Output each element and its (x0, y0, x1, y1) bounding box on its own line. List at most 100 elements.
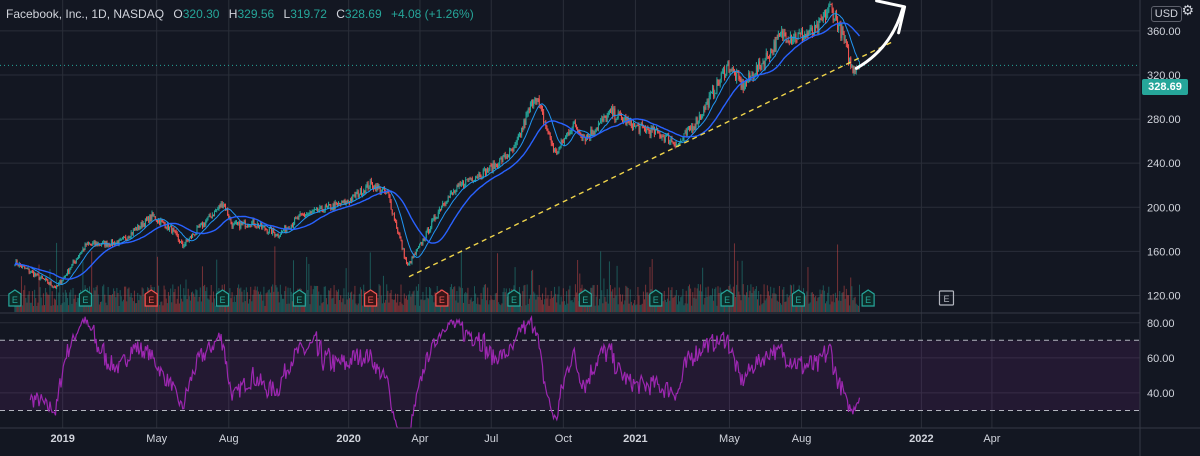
volume-bar (264, 305, 266, 312)
volume-bar (64, 289, 66, 312)
volume-bar (615, 295, 617, 312)
gear-icon[interactable]: ⚙ (1181, 2, 1194, 18)
candle-body (728, 61, 730, 72)
candle-body (751, 73, 753, 76)
candle-body (181, 241, 183, 243)
candle-body (439, 208, 441, 211)
volume-bar (818, 296, 820, 312)
volume-bar (409, 290, 411, 312)
volume-bar (387, 290, 389, 312)
candle-body (356, 191, 358, 194)
candle-body (482, 169, 484, 178)
candle-body (193, 233, 195, 235)
volume-bar (494, 293, 496, 312)
candle-body (650, 127, 652, 136)
candle-body (746, 80, 748, 83)
volume-bar (568, 289, 570, 312)
volume-bar (595, 296, 597, 312)
candle-body (744, 80, 746, 87)
volume-bar (386, 284, 388, 312)
volume-bar (198, 296, 200, 312)
candle-body (334, 202, 336, 210)
volume-bar (322, 301, 324, 312)
candle-body (742, 80, 744, 90)
volume-bar (328, 290, 330, 312)
up-arrow-annotation[interactable] (854, 0, 907, 70)
candle-body (431, 220, 433, 228)
candle-body (648, 129, 650, 132)
volume-bar (346, 299, 348, 312)
volume-bar (713, 300, 715, 312)
volume-bar (248, 303, 250, 312)
candle-body (187, 240, 189, 242)
volume-bar (243, 289, 245, 312)
candle-body (359, 188, 361, 195)
volume-bar (249, 299, 251, 312)
candle-body (295, 218, 297, 220)
candle-body (854, 68, 856, 73)
volume-bar (418, 284, 420, 312)
volume-bar (420, 299, 422, 312)
volume-bar (823, 290, 825, 312)
volume-bar (457, 302, 459, 312)
candle-body (302, 214, 304, 216)
volume-bar (503, 288, 505, 312)
volume-bar (769, 295, 771, 312)
candle-body (231, 222, 233, 228)
volume-bar (189, 300, 191, 312)
candle-body (322, 210, 324, 213)
volume-bar (817, 297, 819, 312)
earnings-marker-up (8, 289, 22, 307)
candle-body (312, 210, 314, 212)
volume-bar (696, 288, 698, 312)
volume-bar (471, 301, 473, 312)
trendline[interactable] (408, 41, 893, 278)
candle-body (60, 280, 62, 284)
candle-body (636, 125, 638, 127)
volume-bar (631, 305, 633, 312)
volume-bar (126, 301, 128, 312)
candle-body (252, 219, 254, 223)
volume-bar (571, 300, 573, 312)
currency-badge[interactable]: USD (1150, 6, 1182, 22)
candle-body (268, 228, 270, 232)
candle-body (339, 202, 341, 205)
candle-body (712, 88, 714, 93)
volume-bar (192, 291, 194, 312)
candle-body (846, 43, 848, 48)
volume-bar (760, 294, 762, 312)
candle-body (808, 32, 810, 35)
earnings-markers[interactable]: E E E E E E E E E EE E E E (8, 289, 955, 307)
volume-bar (116, 287, 118, 312)
symbol-legend[interactable]: Facebook, Inc., 1D, NASDAQ O320.30 H329.… (6, 7, 474, 21)
candle-body (670, 139, 672, 142)
candle-body (816, 24, 818, 28)
volume-bar (837, 244, 839, 312)
volume-bar (775, 294, 777, 312)
volume-bar (799, 305, 801, 312)
volume-bar (410, 296, 412, 312)
volume-bar (755, 286, 757, 312)
volume-bar (500, 305, 502, 312)
candle-body (667, 135, 669, 137)
volume-bar (312, 289, 314, 312)
candle-body (74, 262, 76, 264)
volume-bar (476, 303, 478, 312)
volume-bar (164, 289, 166, 312)
candle-body (404, 257, 406, 259)
candle-body (806, 32, 808, 36)
volume-bar (688, 284, 690, 312)
volume-bar (492, 300, 494, 312)
candle-body (770, 48, 772, 58)
low-value: 319.72 (290, 7, 327, 21)
volume-bar (605, 301, 607, 312)
volume-bar (389, 293, 391, 312)
volume-bar (356, 305, 358, 312)
candle-body (61, 280, 63, 284)
candle-body (389, 196, 391, 202)
candle-body (790, 35, 792, 42)
volume-bar (104, 294, 106, 312)
candle-body (180, 241, 182, 243)
candle-body (775, 37, 777, 51)
